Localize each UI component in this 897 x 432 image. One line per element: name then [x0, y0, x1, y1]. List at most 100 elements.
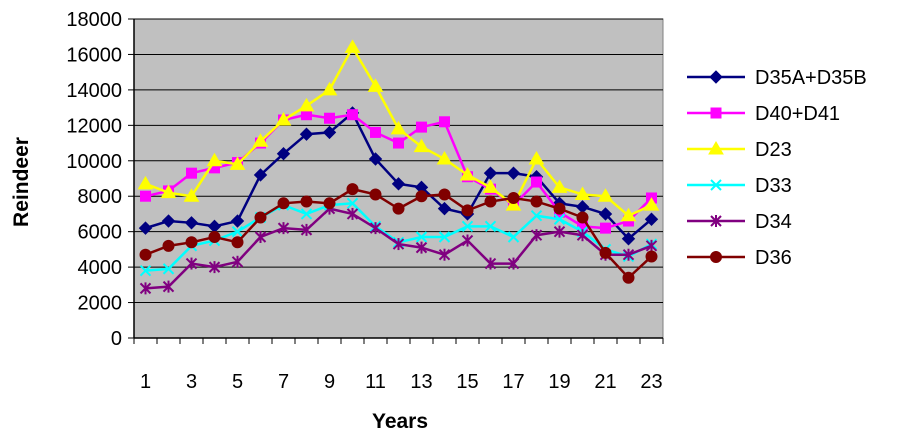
data-point	[185, 236, 198, 249]
y-tick-label: 0	[111, 328, 122, 350]
data-point	[140, 190, 151, 202]
data-point	[229, 156, 246, 170]
y-tick-label: 8000	[78, 186, 123, 208]
x-tick-label: 17	[502, 371, 524, 393]
legend-marker	[710, 179, 722, 191]
data-point	[186, 167, 197, 179]
data-point	[600, 222, 611, 234]
legend-item-d40-d41: D40+D41	[687, 103, 840, 125]
legend-marker	[709, 70, 723, 84]
y-tick-label: 10000	[66, 151, 122, 173]
data-point	[530, 229, 543, 242]
data-point	[161, 214, 176, 228]
data-point	[162, 263, 175, 275]
data-point	[576, 211, 589, 224]
x-tick-label: 1	[140, 371, 151, 393]
x-tick-labels: 1 3 5 7 9 11 13 15 17 19 21 23	[140, 371, 663, 393]
x-axis-title: Years	[372, 410, 428, 432]
legend-marker	[708, 141, 724, 155]
legend: D35A+D35B D40+D41 D23 D33 D34 D36	[687, 67, 867, 269]
x-tick-label: 19	[548, 371, 570, 393]
data-point	[347, 109, 358, 121]
legend-label: D40+D41	[755, 103, 840, 125]
data-point	[645, 239, 658, 252]
data-point	[137, 175, 154, 190]
marker-stroke	[438, 231, 451, 243]
y-tick-label: 16000	[66, 44, 122, 66]
marker-stroke	[415, 231, 428, 243]
data-point	[599, 246, 612, 259]
marker-stroke	[507, 231, 520, 243]
marker-stroke	[710, 179, 722, 191]
data-point	[322, 125, 337, 140]
data-point	[484, 257, 497, 270]
data-point	[484, 195, 497, 208]
y-tick-label: 12000	[66, 115, 122, 137]
data-point	[369, 222, 382, 235]
y-tick-label: 18000	[66, 9, 122, 31]
x-tick-label: 13	[410, 371, 432, 393]
data-point	[252, 133, 269, 147]
data-point	[620, 207, 637, 222]
data-point	[553, 213, 566, 225]
data-point	[253, 168, 268, 182]
data-point	[346, 207, 359, 220]
data-point	[139, 264, 152, 277]
series-d34	[139, 202, 658, 295]
data-point	[324, 112, 335, 124]
data-point	[551, 179, 568, 193]
data-point	[300, 223, 313, 236]
data-point	[276, 146, 291, 161]
data-point	[482, 179, 499, 193]
x-tick-label: 5	[232, 371, 243, 393]
marker-stroke	[346, 197, 359, 210]
data-point	[461, 204, 474, 217]
data-point	[597, 188, 614, 202]
data-point	[622, 248, 635, 261]
data-point	[439, 116, 450, 128]
data-point	[208, 261, 221, 274]
data-point	[416, 121, 427, 133]
y-tick-label: 2000	[78, 293, 123, 315]
y-axis-title: Reindeer	[10, 137, 33, 227]
data-point	[461, 234, 474, 247]
data-point	[346, 197, 359, 210]
data-point	[254, 230, 267, 243]
data-point	[484, 220, 497, 233]
data-point	[254, 211, 267, 224]
data-point	[184, 216, 199, 230]
data-point	[392, 202, 405, 215]
legend-item-d34: D34	[687, 211, 792, 233]
data-point	[300, 195, 313, 208]
data-point	[506, 166, 521, 180]
data-point	[436, 151, 453, 165]
data-point	[231, 255, 244, 268]
y-tick-labels: 0 2000 4000 6000 8000 10000 12000 14000 16000 180…	[66, 9, 122, 350]
data-point	[139, 248, 152, 261]
legend-item-d36: D36	[687, 247, 792, 269]
x-tick-label: 11	[365, 371, 386, 393]
data-point	[391, 177, 406, 191]
data-point	[437, 201, 452, 216]
legend-marker	[710, 215, 722, 227]
legend-item-d23: D23	[687, 139, 792, 161]
axes	[128, 18, 664, 344]
data-point	[622, 271, 635, 284]
y-tick-label: 6000	[78, 222, 123, 244]
legend-marker	[710, 251, 722, 263]
data-point	[231, 236, 244, 249]
data-point	[505, 197, 522, 211]
marker-stroke	[484, 220, 497, 233]
data-point	[621, 232, 636, 246]
data-point	[344, 39, 361, 53]
data-point	[275, 112, 292, 126]
data-point	[138, 221, 153, 235]
data-point	[438, 248, 451, 261]
data-point	[598, 207, 613, 221]
data-point	[530, 195, 543, 208]
x-tick-label: 7	[278, 371, 289, 393]
data-point	[299, 127, 314, 141]
x-tick-label: 15	[456, 371, 478, 393]
data-point	[507, 191, 520, 204]
